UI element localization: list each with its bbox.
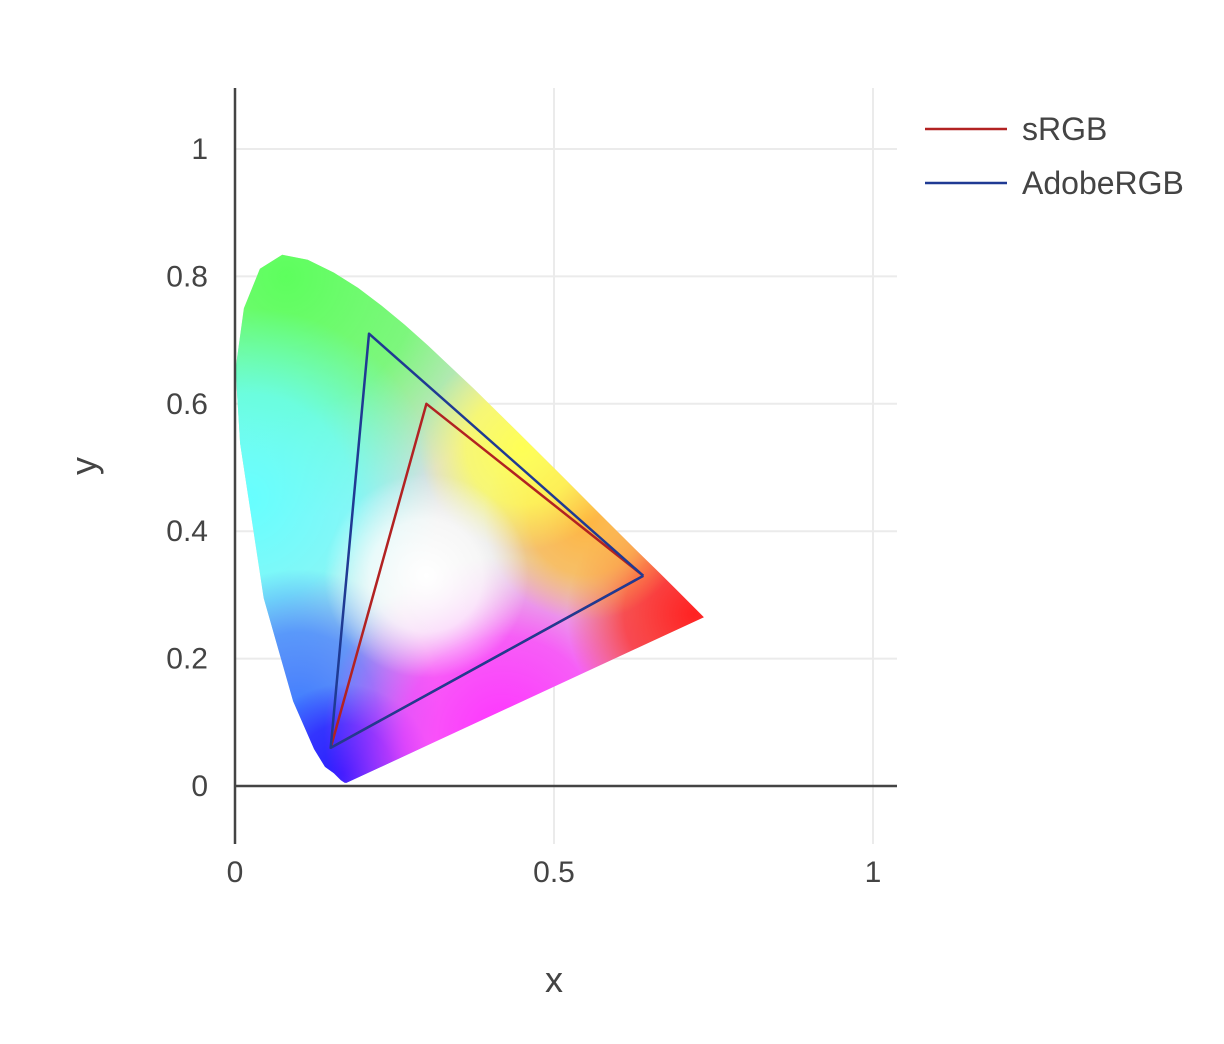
y-tick-label: 0 <box>191 770 208 803</box>
y-tick-label: 1 <box>191 133 208 166</box>
legend-label: AdobeRGB <box>1022 165 1184 201</box>
legend-item-adobergb[interactable]: AdobeRGB <box>925 165 1184 201</box>
y-tick-label: 0.8 <box>166 260 208 293</box>
x-tick-label: 0 <box>227 856 244 889</box>
legend-item-srgb[interactable]: sRGB <box>925 111 1107 147</box>
x-tick-label: 0.5 <box>533 856 575 889</box>
x-tick-label: 1 <box>865 856 882 889</box>
axes <box>233 88 897 844</box>
locus-color-blob <box>324 473 529 678</box>
x-axis-title: x <box>545 959 563 1000</box>
series-layer <box>329 332 645 750</box>
legend-label: sRGB <box>1022 111 1107 147</box>
y-tick-label: 0.2 <box>166 643 208 676</box>
spectral-locus <box>235 254 704 783</box>
series-line-adobergb <box>329 332 645 750</box>
y-tick-label: 0.4 <box>166 515 208 548</box>
y-axis-title: y <box>63 457 104 475</box>
tick-labels: 0 0.5 1 0 0.2 0.4 0.6 0.8 1 <box>166 133 881 889</box>
y-tick-label: 0.6 <box>166 388 208 421</box>
legend[interactable]: sRGB AdobeRGB <box>925 111 1184 201</box>
